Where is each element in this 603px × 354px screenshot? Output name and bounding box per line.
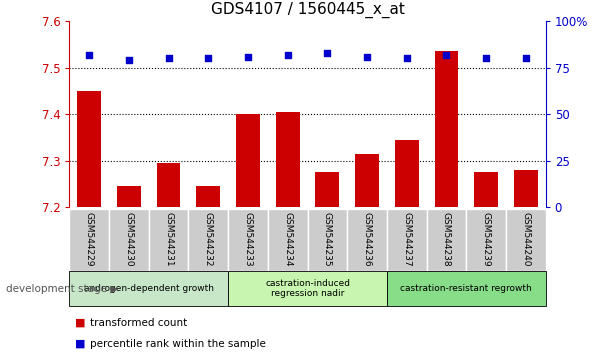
- FancyBboxPatch shape: [268, 209, 308, 271]
- Point: [323, 50, 332, 56]
- Text: development stage ▶: development stage ▶: [6, 284, 118, 293]
- Point: [164, 56, 174, 61]
- FancyBboxPatch shape: [109, 209, 149, 271]
- Point: [203, 56, 213, 61]
- FancyBboxPatch shape: [188, 209, 228, 271]
- Text: GSM544231: GSM544231: [164, 212, 173, 267]
- Text: percentile rank within the sample: percentile rank within the sample: [90, 339, 267, 349]
- FancyBboxPatch shape: [426, 209, 466, 271]
- Title: GDS4107 / 1560445_x_at: GDS4107 / 1560445_x_at: [210, 2, 405, 18]
- FancyBboxPatch shape: [387, 209, 426, 271]
- Text: GSM544235: GSM544235: [323, 212, 332, 267]
- Bar: [236, 114, 260, 207]
- FancyBboxPatch shape: [149, 209, 188, 271]
- Text: castration-resistant regrowth: castration-resistant regrowth: [400, 284, 532, 293]
- Text: ■: ■: [75, 339, 86, 349]
- Point: [283, 52, 292, 58]
- FancyBboxPatch shape: [228, 209, 268, 271]
- Bar: [474, 172, 498, 207]
- Point: [402, 56, 412, 61]
- Bar: [117, 186, 141, 207]
- Point: [362, 54, 372, 59]
- FancyBboxPatch shape: [69, 271, 228, 306]
- Text: GSM544237: GSM544237: [402, 212, 411, 267]
- Text: transformed count: transformed count: [90, 318, 188, 328]
- Bar: [315, 172, 339, 207]
- Text: castration-induced
regression nadir: castration-induced regression nadir: [265, 279, 350, 298]
- Point: [84, 52, 94, 58]
- Bar: [276, 112, 300, 207]
- FancyBboxPatch shape: [69, 209, 109, 271]
- Bar: [514, 170, 538, 207]
- FancyBboxPatch shape: [228, 271, 387, 306]
- Bar: [197, 186, 220, 207]
- Point: [124, 57, 134, 63]
- Bar: [435, 51, 458, 207]
- Text: GSM544232: GSM544232: [204, 212, 213, 267]
- Point: [521, 56, 531, 61]
- Text: GSM544234: GSM544234: [283, 212, 292, 267]
- Text: GSM544236: GSM544236: [362, 212, 371, 267]
- Bar: [157, 163, 180, 207]
- Bar: [395, 140, 418, 207]
- Point: [243, 54, 253, 59]
- Text: GSM544239: GSM544239: [482, 212, 491, 267]
- FancyBboxPatch shape: [466, 209, 506, 271]
- FancyBboxPatch shape: [347, 209, 387, 271]
- Text: GSM544233: GSM544233: [244, 212, 253, 267]
- Text: GSM544240: GSM544240: [522, 212, 531, 267]
- FancyBboxPatch shape: [506, 209, 546, 271]
- Point: [481, 56, 491, 61]
- Point: [441, 52, 451, 58]
- Bar: [77, 91, 101, 207]
- Bar: [355, 154, 379, 207]
- FancyBboxPatch shape: [387, 271, 546, 306]
- Text: GSM544229: GSM544229: [84, 212, 93, 267]
- Text: ■: ■: [75, 318, 86, 328]
- Text: GSM544238: GSM544238: [442, 212, 451, 267]
- FancyBboxPatch shape: [308, 209, 347, 271]
- Text: GSM544230: GSM544230: [124, 212, 133, 267]
- Text: androgen-dependent growth: androgen-dependent growth: [84, 284, 213, 293]
